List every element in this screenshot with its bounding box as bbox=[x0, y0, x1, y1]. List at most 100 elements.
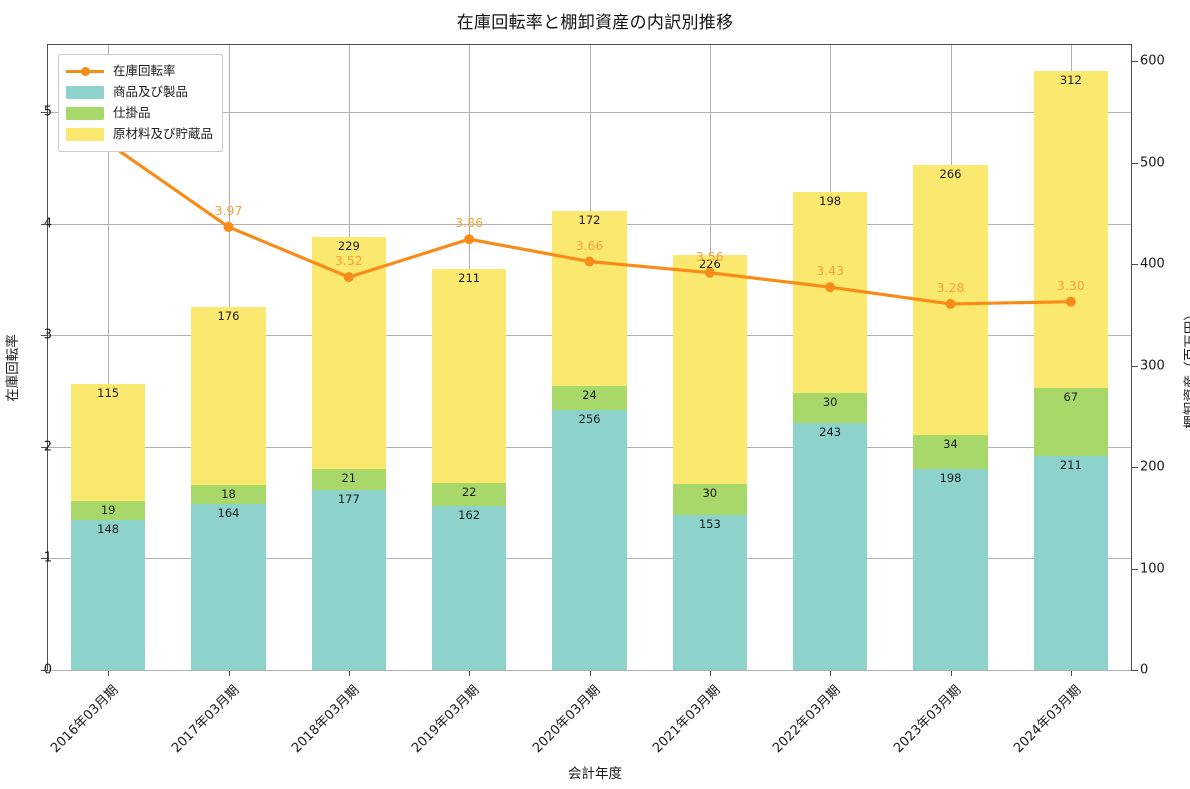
y-axis-tick-mark-right bbox=[1132, 467, 1138, 469]
line-data-point[interactable] bbox=[945, 298, 956, 309]
bar-segment[interactable] bbox=[552, 385, 627, 411]
bar-segment[interactable] bbox=[792, 393, 868, 424]
chart-legend[interactable]: 在庫回転率商品及び製品 仕掛品原材料及び貯蔵品 bbox=[58, 54, 224, 152]
legend-line-icon bbox=[66, 65, 104, 78]
y-axis-tick-right: 100 bbox=[1140, 561, 1165, 577]
legend-item[interactable]: 仕掛品 bbox=[66, 103, 213, 124]
y-axis-tick-left: 2 bbox=[43, 439, 52, 455]
y-axis-tick-mark-left bbox=[41, 335, 47, 337]
legend-swatch-icon bbox=[66, 86, 104, 99]
y-axis-tick-mark-right bbox=[1132, 365, 1138, 367]
bar-segment[interactable] bbox=[191, 306, 266, 486]
bar-stack[interactable]: 164 18 176 bbox=[191, 306, 266, 670]
bar-segment[interactable] bbox=[70, 500, 146, 520]
y-axis-tick-mark-left bbox=[41, 223, 47, 225]
x-axis-tick-label: 2017年03月期 bbox=[168, 682, 242, 757]
bar-segment[interactable] bbox=[913, 434, 988, 470]
bar-segment[interactable] bbox=[70, 519, 146, 670]
legend-item-label: 原材料及び貯蔵品 bbox=[113, 126, 214, 142]
y-axis-tick-mark-left bbox=[41, 558, 47, 560]
legend-item-label: 仕掛品 bbox=[113, 105, 151, 121]
bar-segment[interactable] bbox=[431, 483, 507, 506]
x-axis-tick-mark bbox=[950, 671, 952, 676]
x-axis-tick-mark bbox=[1070, 671, 1072, 676]
bar-segment[interactable] bbox=[672, 484, 748, 515]
bar-segment[interactable] bbox=[431, 505, 507, 670]
legend-item[interactable]: 原材料及び貯蔵品 bbox=[66, 124, 213, 145]
bar-segment[interactable] bbox=[552, 211, 627, 386]
bar-stack[interactable]: 243 30 198 bbox=[792, 192, 868, 670]
y-axis-tick-right: 0 bbox=[1140, 662, 1149, 678]
bar-segment[interactable] bbox=[1033, 455, 1109, 670]
x-axis-tick-label: 2024年03月期 bbox=[1010, 682, 1085, 757]
legend-item[interactable]: 在庫回転率 bbox=[66, 61, 213, 82]
bar-segment[interactable] bbox=[191, 503, 266, 670]
bar-segment[interactable] bbox=[672, 255, 748, 485]
x-axis-tick-label: 2019年03月期 bbox=[409, 682, 483, 757]
y-axis-tick-right: 500 bbox=[1140, 155, 1165, 171]
bar-segment[interactable] bbox=[792, 192, 868, 394]
bar-segment[interactable] bbox=[311, 469, 387, 491]
x-axis-tick-label: 2018年03月期 bbox=[288, 682, 363, 757]
y-axis-tick-mark-right bbox=[1132, 162, 1138, 164]
y-axis-tick-right: 200 bbox=[1140, 459, 1165, 475]
y-axis-tick-mark-right bbox=[1132, 264, 1138, 266]
line-data-point[interactable] bbox=[584, 256, 595, 267]
bar-stack[interactable]: 162 22 211 bbox=[431, 269, 507, 670]
x-axis-tick-mark bbox=[348, 671, 350, 676]
line-data-point[interactable] bbox=[1065, 296, 1076, 307]
bar-segment[interactable] bbox=[1033, 71, 1109, 388]
bars-layer: 148 19 115 164 18 176 177 21 229 162 22 211 256 24 172… bbox=[48, 45, 1131, 670]
bar-segment[interactable] bbox=[552, 410, 627, 670]
y-axis-tick-left: 5 bbox=[43, 104, 52, 120]
plot-area: 148 19 115 164 18 176 177 21 229 162 22 211 256 24 172… bbox=[47, 44, 1132, 671]
y-axis-tick-right: 600 bbox=[1140, 53, 1165, 69]
y-axis-tick-mark-right bbox=[1132, 568, 1138, 570]
line-data-point[interactable] bbox=[223, 221, 234, 232]
y-axis-tick-mark-left bbox=[41, 446, 47, 448]
y-axis-tick-mark-left bbox=[41, 670, 47, 671]
bar-segment[interactable] bbox=[672, 514, 748, 670]
line-value-label: 3.97 bbox=[214, 202, 243, 218]
legend-item-label: 在庫回転率 bbox=[113, 63, 176, 79]
y-axis-label-left: 在庫回転率 bbox=[5, 334, 21, 402]
x-axis-tick-mark bbox=[589, 671, 591, 676]
gridline-horizontal bbox=[48, 670, 1131, 671]
bar-segment[interactable] bbox=[70, 383, 146, 501]
gridline-vertical bbox=[108, 45, 110, 670]
bar-segment[interactable] bbox=[431, 269, 507, 484]
line-data-point[interactable] bbox=[464, 234, 475, 245]
x-axis-tick-label: 2022年03月期 bbox=[770, 682, 844, 757]
line-value-label: 3.56 bbox=[695, 248, 724, 264]
y-axis-tick-left: 4 bbox=[43, 216, 52, 232]
bar-segment[interactable] bbox=[792, 423, 868, 670]
line-value-label: 3.52 bbox=[334, 253, 363, 269]
line-layer bbox=[48, 45, 1131, 670]
legend-item-label: 商品及び製品 bbox=[113, 84, 189, 100]
y-axis-tick-left: 0 bbox=[43, 662, 52, 678]
bar-segment[interactable] bbox=[311, 490, 387, 670]
y-axis-tick-right: 300 bbox=[1140, 358, 1165, 374]
line-value-label: 3.66 bbox=[575, 237, 604, 253]
legend-item[interactable]: 商品及び製品 bbox=[66, 82, 213, 103]
legend-swatch-icon bbox=[66, 107, 104, 120]
line-data-point[interactable] bbox=[825, 282, 836, 293]
inventory-turnover-line bbox=[103, 138, 1076, 309]
x-axis-tick-mark bbox=[709, 671, 711, 676]
line-data-point[interactable] bbox=[343, 272, 354, 283]
x-axis-tick-label: 2021年03月期 bbox=[649, 682, 724, 757]
x-axis-tick-mark bbox=[830, 671, 832, 676]
y-axis-tick-mark-right bbox=[1132, 61, 1138, 63]
x-axis-tick-label: 2020年03月期 bbox=[529, 682, 603, 757]
bar-segment[interactable] bbox=[191, 485, 266, 504]
bar-segment[interactable] bbox=[913, 469, 988, 670]
y-axis-tick-right: 400 bbox=[1140, 256, 1165, 272]
line-data-point[interactable] bbox=[704, 267, 715, 278]
x-axis-tick-mark bbox=[108, 671, 110, 676]
bar-stack[interactable]: 211 67 312 bbox=[1033, 71, 1109, 670]
bar-segment[interactable] bbox=[1033, 387, 1109, 456]
y-axis-tick-left: 3 bbox=[43, 327, 52, 343]
y-axis-tick-left: 1 bbox=[43, 550, 52, 566]
y-axis-label-right: 棚卸資産（百万円） bbox=[1183, 307, 1190, 429]
